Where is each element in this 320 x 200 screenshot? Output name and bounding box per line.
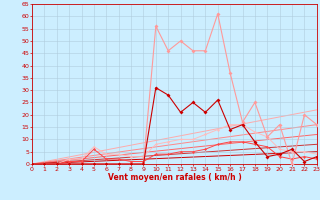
X-axis label: Vent moyen/en rafales ( km/h ): Vent moyen/en rafales ( km/h ) (108, 173, 241, 182)
